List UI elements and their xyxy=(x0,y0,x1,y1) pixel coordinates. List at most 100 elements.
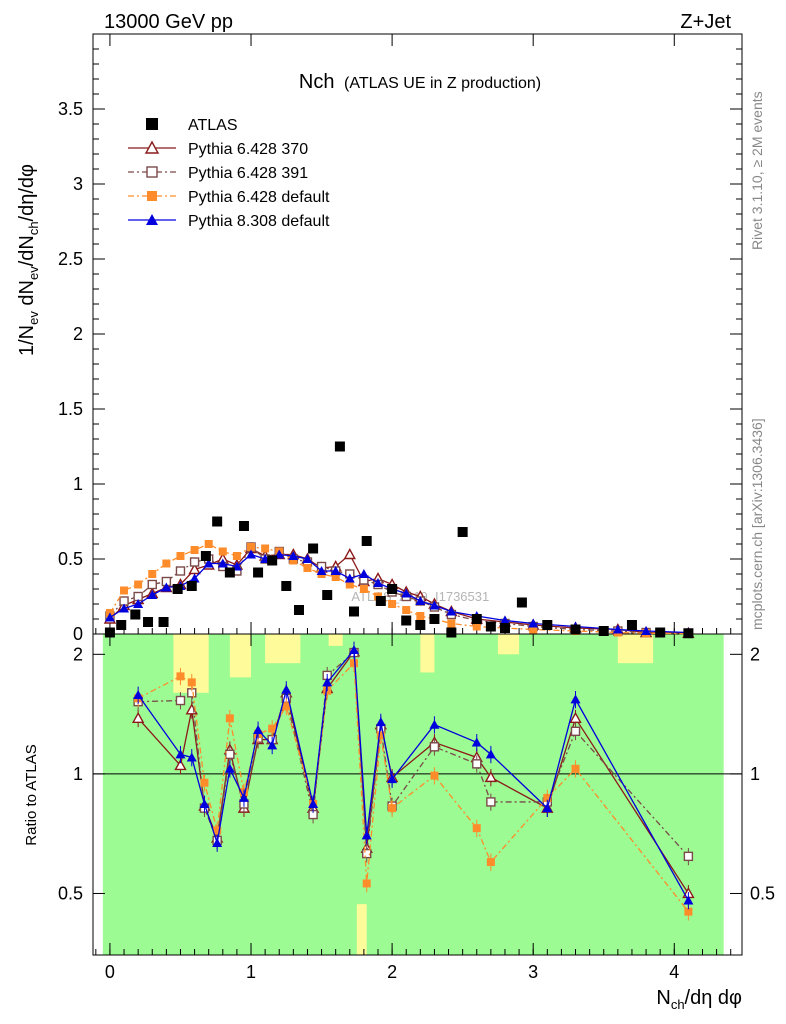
legend: ATLAS Pythia 6.428 370 Pythia 6.428 391 Pyt… xyxy=(128,117,330,230)
series-3-point xyxy=(358,569,369,578)
atlas-data-point xyxy=(143,617,154,627)
ratio-2-point xyxy=(486,858,495,867)
y-tick-label: 0 xyxy=(73,624,83,644)
atlas-data-point xyxy=(172,584,183,594)
series-3-point xyxy=(189,573,200,583)
series-0-point xyxy=(343,548,356,560)
ratio-y-tick-label-right: 2 xyxy=(750,644,760,664)
atlas-data-point xyxy=(446,627,457,638)
ratio-3-point xyxy=(267,740,278,750)
ratio-2-point xyxy=(187,678,196,687)
legend-marker xyxy=(146,214,158,225)
y-axis-label: 1/Nev dNev/dNch/dη/dφ xyxy=(16,164,41,356)
series-line-0 xyxy=(109,547,689,634)
series-3-point xyxy=(133,599,144,608)
series-3-point xyxy=(147,590,158,599)
atlas-data-point xyxy=(485,621,496,632)
ratio-y-tick-label-right: 1 xyxy=(750,764,760,784)
atlas-data-point xyxy=(104,627,115,638)
series-2-point xyxy=(447,619,456,628)
ratio-y-tick-label: 0.5 xyxy=(58,883,83,903)
atlas-data-point xyxy=(238,521,249,531)
ratio-3-point xyxy=(308,798,319,808)
atlas-data-point xyxy=(200,551,211,561)
svg-text:Nch (ATLAS UE in Z produ: Nch (ATLAS UE in Z production) xyxy=(299,71,541,93)
x-tick-label: 4 xyxy=(669,962,679,982)
legend-marker xyxy=(147,191,157,201)
series-1-point xyxy=(189,557,200,567)
legend-marker xyxy=(146,166,158,178)
atlas-data-point xyxy=(334,441,345,452)
series-line-3 xyxy=(109,553,689,634)
ratio-3-point xyxy=(322,677,333,687)
atlas-data-point xyxy=(626,620,637,630)
x-tick-label: 1 xyxy=(246,962,256,982)
atlas-data-point xyxy=(158,617,169,627)
legend-label: Pythia 6.428 370 xyxy=(188,141,308,158)
atlas-data-point xyxy=(281,581,292,591)
atlas-data-point xyxy=(349,606,360,617)
ratio-3-point xyxy=(349,645,360,655)
atlas-data-point xyxy=(293,605,304,615)
series-2-point xyxy=(162,559,171,568)
y-label-d: /dη/dφ xyxy=(16,164,38,221)
series-3-point xyxy=(288,551,299,560)
ratio-panel-series xyxy=(131,641,695,921)
y-tick-label: 2.5 xyxy=(58,249,83,269)
ratio-2-point xyxy=(282,702,291,711)
ratio-2-point xyxy=(268,724,277,733)
atlas-data-point xyxy=(361,536,372,546)
atlas-data-point xyxy=(471,614,482,624)
header-left: 13000 GeV pp xyxy=(104,11,233,33)
series-3-point xyxy=(641,626,652,635)
atlas-data-point xyxy=(212,516,223,527)
atlas-data-point xyxy=(322,590,333,600)
series-3-point xyxy=(302,554,313,563)
ratio-3-point xyxy=(361,830,372,840)
ratio-2-point xyxy=(543,793,552,802)
series-2-point xyxy=(402,606,411,614)
ratio-y-tick-label: 1 xyxy=(73,764,83,784)
ratio-2-point xyxy=(350,659,359,668)
atlas-data-point xyxy=(308,543,319,554)
series-3-point xyxy=(372,578,383,587)
atlas-data-point xyxy=(516,597,527,608)
atlas-data-point xyxy=(598,626,609,636)
syst-band-low xyxy=(356,904,367,955)
series-3-point xyxy=(429,600,440,610)
main-panel-series xyxy=(103,441,695,639)
ratio-0-point xyxy=(174,759,187,771)
ratio-3-point xyxy=(542,803,553,813)
ratio-3-point xyxy=(133,689,144,699)
legend-label: Pythia 6.428 391 xyxy=(188,165,308,182)
chart-title-sub: (ATLAS UE in Z production) xyxy=(344,75,541,92)
ratio-y-tick-label: 2 xyxy=(73,644,83,664)
ratio-3-point xyxy=(429,719,440,729)
syst-band-2 xyxy=(265,634,301,664)
y-label-sub-c: ch xyxy=(26,221,41,235)
atlas-data-point xyxy=(655,627,666,638)
atlas-data-point xyxy=(375,596,386,606)
ratio-1-point xyxy=(486,797,496,807)
series-3-point xyxy=(415,596,426,605)
series-2-point xyxy=(359,585,368,593)
series-2-point xyxy=(261,544,270,553)
y-tick-label: 1.5 xyxy=(58,399,83,419)
series-3-point xyxy=(612,624,623,634)
series-2-point xyxy=(472,622,481,631)
series-2-point xyxy=(331,573,340,581)
series-2-point xyxy=(345,580,354,589)
ratio-1-point xyxy=(683,851,694,862)
ratio-3-point xyxy=(570,694,581,704)
svg-text:1/Nev dNev/dNch/dη/dφ: 1/Nev dNev/dNch/dη/dφ xyxy=(16,164,41,356)
x-tick-label: 0 xyxy=(105,962,115,982)
ratio-3-point xyxy=(224,763,235,773)
ratio-1-point xyxy=(175,695,186,706)
legend-marker xyxy=(146,118,158,130)
x-tick-label: 2 xyxy=(387,962,397,982)
ratio-line-3 xyxy=(137,648,689,901)
ratio-2-point xyxy=(200,778,209,787)
atlas-data-point xyxy=(429,614,440,624)
series-3-point xyxy=(401,588,412,598)
series-3-point xyxy=(104,612,115,622)
